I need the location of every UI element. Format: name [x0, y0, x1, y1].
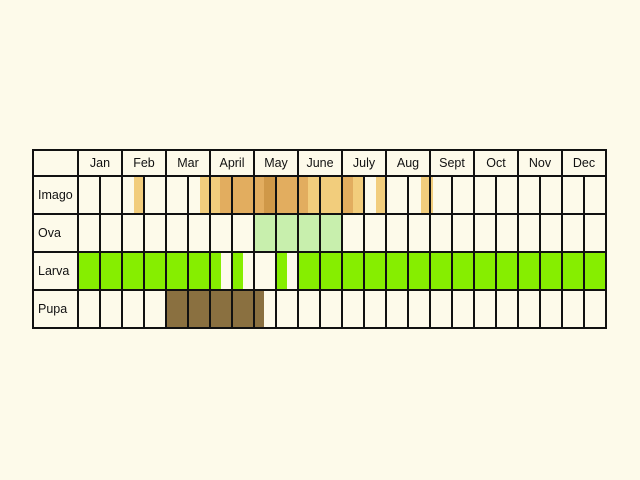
- imago-period-bar: [200, 176, 209, 214]
- month-label: Dec: [572, 156, 596, 170]
- row-label: Ova: [38, 226, 61, 240]
- grid-line: [561, 149, 563, 329]
- imago-period-bar: [430, 176, 434, 214]
- imago-period-bar: [353, 176, 364, 214]
- row-label: Larva: [38, 264, 70, 278]
- month-label: May: [264, 156, 288, 170]
- larva-period-bar: [243, 252, 254, 290]
- grid-line: [209, 149, 211, 329]
- grid-line: [187, 176, 189, 329]
- grid-line: [605, 149, 607, 329]
- grid-line: [385, 149, 387, 329]
- month-label: April: [219, 156, 245, 170]
- larva-period-bar: [221, 252, 232, 290]
- month-label: Nov: [528, 156, 552, 170]
- grid-line: [451, 176, 453, 329]
- grid-line: [363, 176, 365, 329]
- month-label: July: [352, 156, 376, 170]
- imago-period-bar: [298, 176, 308, 214]
- imago-period-bar: [320, 176, 342, 214]
- month-label: Jan: [89, 156, 111, 170]
- grid-line: [495, 176, 497, 329]
- grid-line: [165, 149, 167, 329]
- imago-period-bar: [134, 176, 143, 214]
- imago-period-bar: [210, 176, 220, 214]
- grid-line: [429, 149, 431, 329]
- grid-line: [583, 176, 585, 329]
- larva-period-bar: [232, 252, 243, 290]
- imago-period-bar: [376, 176, 385, 214]
- grid-line: [77, 149, 79, 329]
- grid-line: [143, 176, 145, 329]
- grid-line: [319, 176, 321, 329]
- grid-line: [99, 176, 101, 329]
- grid-line: [231, 176, 233, 329]
- month-label: June: [306, 156, 334, 170]
- larva-period-bar: [254, 252, 276, 290]
- grid-line: [253, 149, 255, 329]
- grid-line: [121, 149, 123, 329]
- grid-line: [407, 176, 409, 329]
- grid-line: [517, 149, 519, 329]
- grid-line: [32, 149, 34, 329]
- grid-line: [473, 149, 475, 329]
- month-label: Aug: [396, 156, 420, 170]
- month-label: Feb: [133, 156, 155, 170]
- larva-period-bar: [276, 252, 287, 290]
- row-label: Pupa: [38, 302, 68, 316]
- grid-line: [341, 149, 343, 329]
- imago-period-bar: [219, 176, 232, 214]
- month-label: Mar: [177, 156, 199, 170]
- imago-period-bar: [232, 176, 254, 214]
- imago-period-bar: [342, 176, 353, 214]
- row-label: Imago: [38, 188, 73, 202]
- imago-period-bar: [276, 176, 298, 214]
- imago-period-bar: [254, 176, 264, 214]
- pupa-period-bar: [166, 290, 264, 328]
- imago-period-bar: [263, 176, 275, 214]
- imago-period-bar: [421, 176, 430, 214]
- grid-line: [33, 149, 607, 151]
- grid-line: [539, 176, 541, 329]
- phenology-chart: Jan Feb Mar April May June July Aug Sept Oct Nov De…: [32, 149, 607, 329]
- larva-period-bar: [287, 252, 298, 290]
- grid-line: [297, 149, 299, 329]
- larva-period-bar: [78, 252, 221, 290]
- month-label: Sept: [439, 156, 465, 170]
- imago-period-bar: [307, 176, 320, 214]
- month-label: Oct: [486, 156, 506, 170]
- grid-line: [275, 176, 277, 329]
